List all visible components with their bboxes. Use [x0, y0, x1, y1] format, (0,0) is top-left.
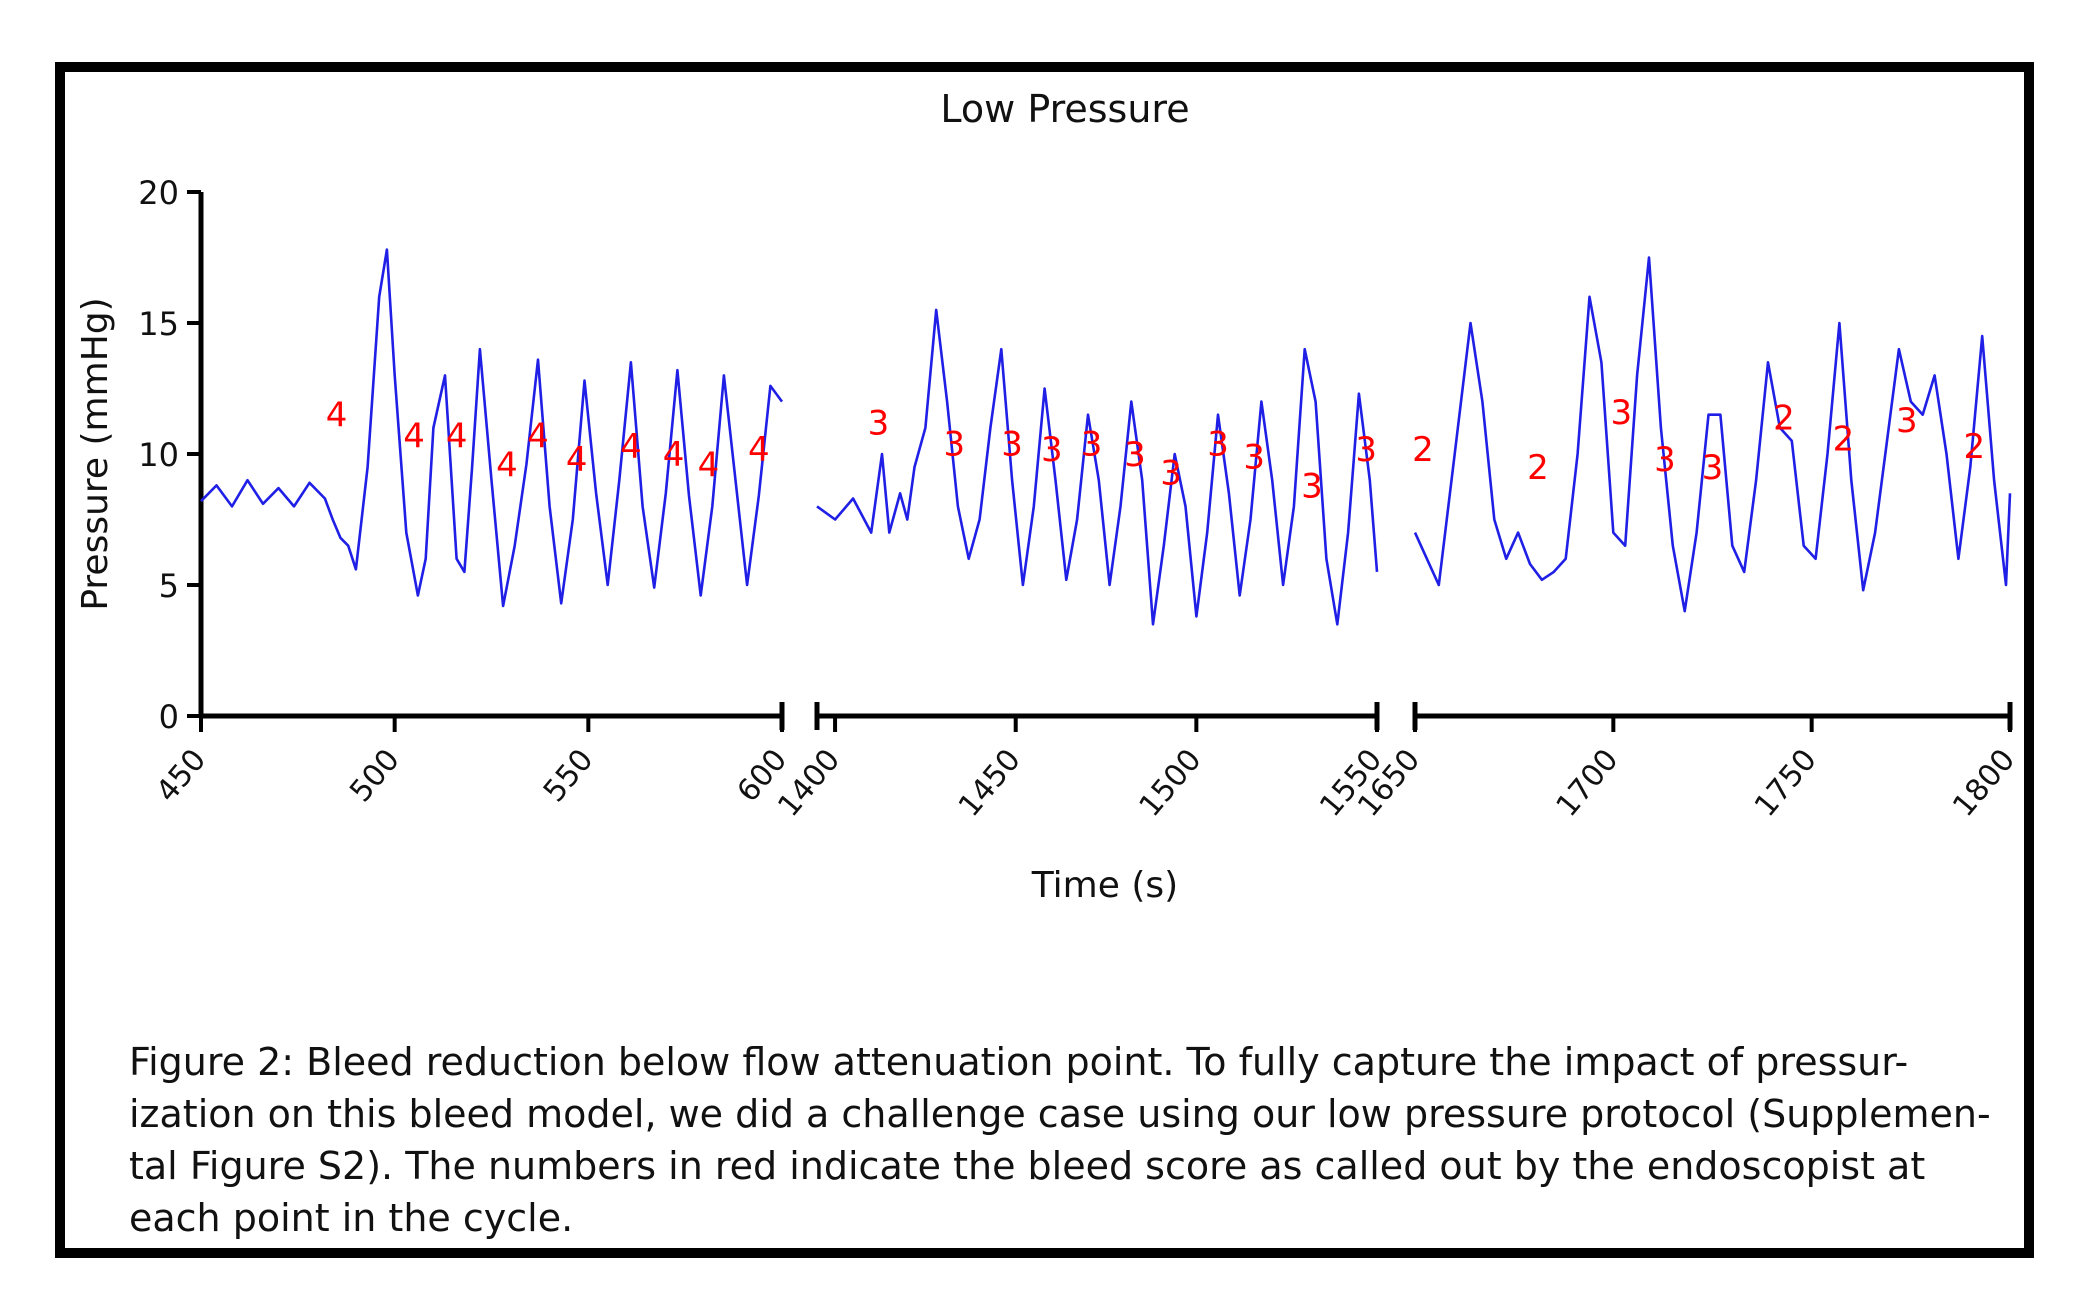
y-tick-label: 15 [138, 305, 179, 343]
bleed-score-label: 2 [1833, 419, 1855, 459]
y-tick-label: 10 [138, 436, 179, 474]
figure-frame: Low Pressure 0 5 10 15 20 Pressure (mmHg) 450 50… [55, 62, 2034, 1258]
bleed-score-label: 3 [1301, 466, 1323, 506]
bleed-score-label: 3 [1243, 438, 1265, 478]
bleed-score-label: 3 [868, 404, 890, 444]
x-tick-label: 1450 [952, 743, 1028, 824]
pressure-line [816, 308, 1379, 626]
x-tick-label: 450 [150, 743, 214, 809]
bleed-score-label: 4 [326, 396, 348, 436]
x-tick-label: 1400 [771, 743, 847, 824]
pressure-line [200, 248, 784, 608]
bleed-score-label: 2 [1527, 448, 1549, 488]
bleed-score-label: 3 [1610, 393, 1632, 433]
bleed-score-label: 3 [1160, 453, 1182, 493]
chart-title: Low Pressure [940, 87, 1189, 131]
x-tick-label: 1800 [1946, 743, 2022, 824]
y-axis-label: Pressure (mmHg) [75, 297, 116, 610]
bleed-score-label: 4 [748, 430, 770, 470]
y-tick-label: 20 [138, 174, 179, 212]
bleed-score-label: 3 [1896, 401, 1918, 441]
low-pressure-chart: Low Pressure 0 5 10 15 20 Pressure (mmHg) 450 50… [75, 87, 2022, 906]
bleed-score-label: 2 [1412, 430, 1434, 470]
y-tick-label: 0 [159, 698, 179, 736]
x-tick-label: 550 [537, 743, 601, 809]
y-tick-label: 5 [159, 567, 179, 605]
pressure-line [1413, 256, 2012, 613]
bleed-score-label: 4 [496, 445, 518, 485]
bleed-score-label: 4 [698, 445, 720, 485]
bleed-score-label: 3 [1041, 430, 1063, 470]
bleed-score-label: 3 [1702, 448, 1724, 488]
x-axis-label: Time (s) [1031, 865, 1178, 906]
bleed-score-label: 2 [1963, 427, 1985, 467]
x-tick-label: 1700 [1550, 743, 1626, 824]
bleed-score-label: 4 [566, 440, 588, 480]
bleed-score-label: 3 [1001, 425, 1023, 465]
bleed-score-label: 3 [1081, 425, 1103, 465]
x-tick-label: 1500 [1133, 743, 1209, 824]
bleed-score-label: 3 [1355, 430, 1377, 470]
bleed-score-label: 4 [620, 427, 642, 467]
x-tick-label: 1750 [1748, 743, 1824, 824]
bleed-score-label: 4 [527, 417, 549, 457]
bleed-score-label: 4 [403, 417, 425, 457]
bleed-score-label: 4 [446, 417, 468, 457]
bleed-score-label: 2 [1773, 398, 1795, 438]
x-tick-label: 500 [343, 743, 407, 809]
bleed-score-label: 3 [1124, 435, 1146, 475]
bleed-score-label: 3 [1654, 440, 1676, 480]
figure-caption: Figure 2: Bleed reduction below flow att… [129, 1040, 1991, 1240]
bleed-score-label: 3 [943, 425, 965, 465]
bleed-score-label: 4 [663, 435, 685, 475]
bleed-score-label: 3 [1207, 425, 1229, 465]
